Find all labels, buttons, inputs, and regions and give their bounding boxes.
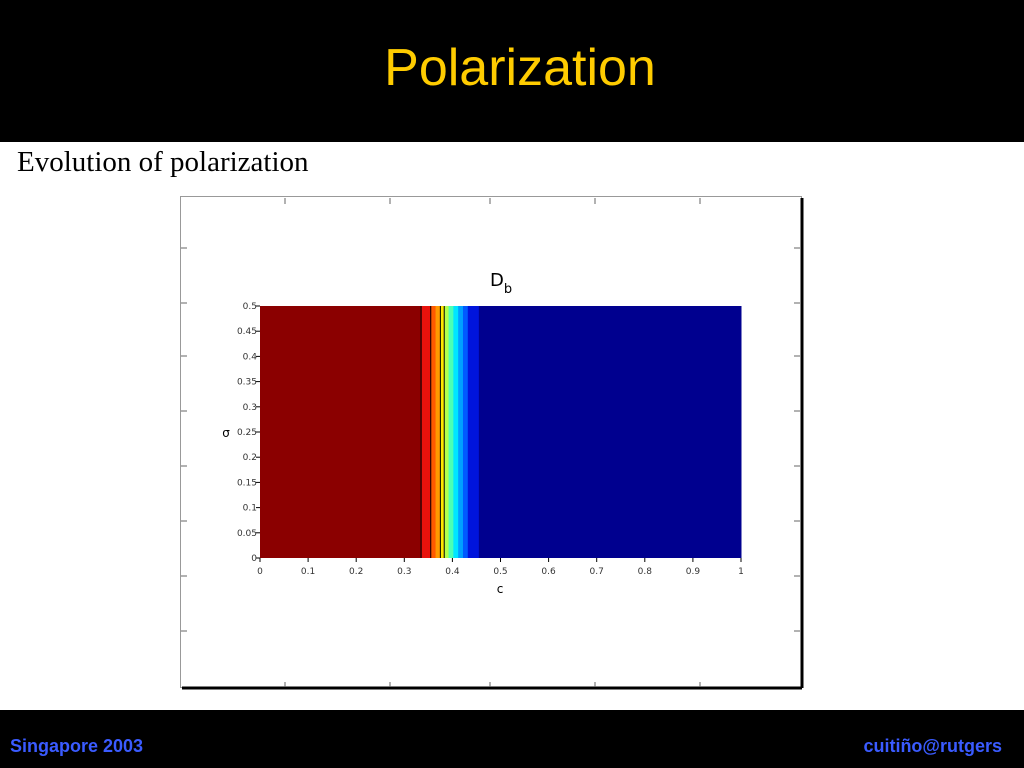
y-tick-label-8: 0.4	[243, 352, 258, 362]
x-tick-label-10: 1	[738, 567, 744, 577]
x-tick-label-4: 0.4	[445, 567, 460, 577]
y-tick-label-4: 0.2	[243, 453, 257, 463]
x-tick-label-7: 0.7	[590, 567, 604, 577]
x-axis-label: c	[497, 582, 504, 596]
x-tick-label-6: 0.6	[541, 567, 556, 577]
heatmap-band-0	[260, 306, 422, 558]
plot-area	[260, 306, 742, 558]
heatmap-band-2	[430, 306, 437, 558]
heatmap-band-7	[453, 306, 459, 558]
y-axis-ticks: 0 0.05 0.1 0.15 0.2 0.25 0.3 0.35 0.4 0.45 0.5	[237, 302, 260, 564]
x-tick-label-2: 0.2	[349, 567, 363, 577]
y-axis-label: σ	[222, 426, 230, 440]
footer-author: cuitiño@rutgers	[863, 736, 1002, 756]
slide-footer: Singapore 2003 cuitiño@rutgers	[0, 710, 1024, 768]
y-tick-label-1: 0.05	[237, 529, 257, 539]
title-bar: Polarization	[0, 0, 1024, 142]
y-tick-label-3: 0.15	[237, 478, 257, 488]
x-axis-ticks: 0 0.1 0.2 0.3 0.4 0.5 0.6 0.7 0.8 0.9 1	[257, 558, 744, 577]
y-tick-label-10: 0.5	[243, 302, 257, 312]
heatmap-band-9	[462, 306, 469, 558]
x-tick-label-1: 0.1	[301, 567, 315, 577]
y-tick-label-9: 0.45	[237, 327, 257, 337]
contour-lines	[420, 306, 445, 558]
x-tick-label-9: 0.9	[686, 567, 701, 577]
footer-event: Singapore 2003	[10, 736, 144, 756]
y-tick-label-0: 0	[251, 554, 257, 564]
y-tick-label-7: 0.35	[237, 378, 257, 388]
chart-title: Db	[490, 270, 512, 297]
heatmap-band-5	[444, 306, 450, 558]
x-tick-label-8: 0.8	[638, 567, 653, 577]
x-tick-label-5: 0.5	[493, 567, 507, 577]
heatmap-band-3	[435, 306, 441, 558]
heatmap-chart: 0 0.1 0.2 0.3 0.4 0.5 0.6 0.7 0.8 0.9 1 0 0.05 0.1 0.…	[180, 196, 804, 690]
heatmap-band-4	[440, 306, 445, 558]
heatmap-band-11	[478, 306, 742, 558]
y-tick-label-6: 0.3	[243, 403, 257, 413]
heatmap-band-8	[458, 306, 464, 558]
y-tick-label-2: 0.1	[243, 504, 257, 514]
y-tick-label-5: 0.25	[237, 428, 257, 438]
slide-subtitle: Evolution of polarization	[17, 146, 309, 178]
figure-frame-ticks	[181, 198, 800, 687]
heatmap-figure: 0 0.1 0.2 0.3 0.4 0.5 0.6 0.7 0.8 0.9 1 0 0.05 0.1 0.…	[180, 196, 805, 690]
heatmap-band-1	[421, 306, 432, 558]
slide-title: Polarization	[384, 39, 656, 97]
heatmap-band-10	[467, 306, 480, 558]
x-tick-label-3: 0.3	[397, 567, 411, 577]
x-tick-label-0: 0	[257, 567, 263, 577]
heatmap-band-6	[448, 306, 454, 558]
